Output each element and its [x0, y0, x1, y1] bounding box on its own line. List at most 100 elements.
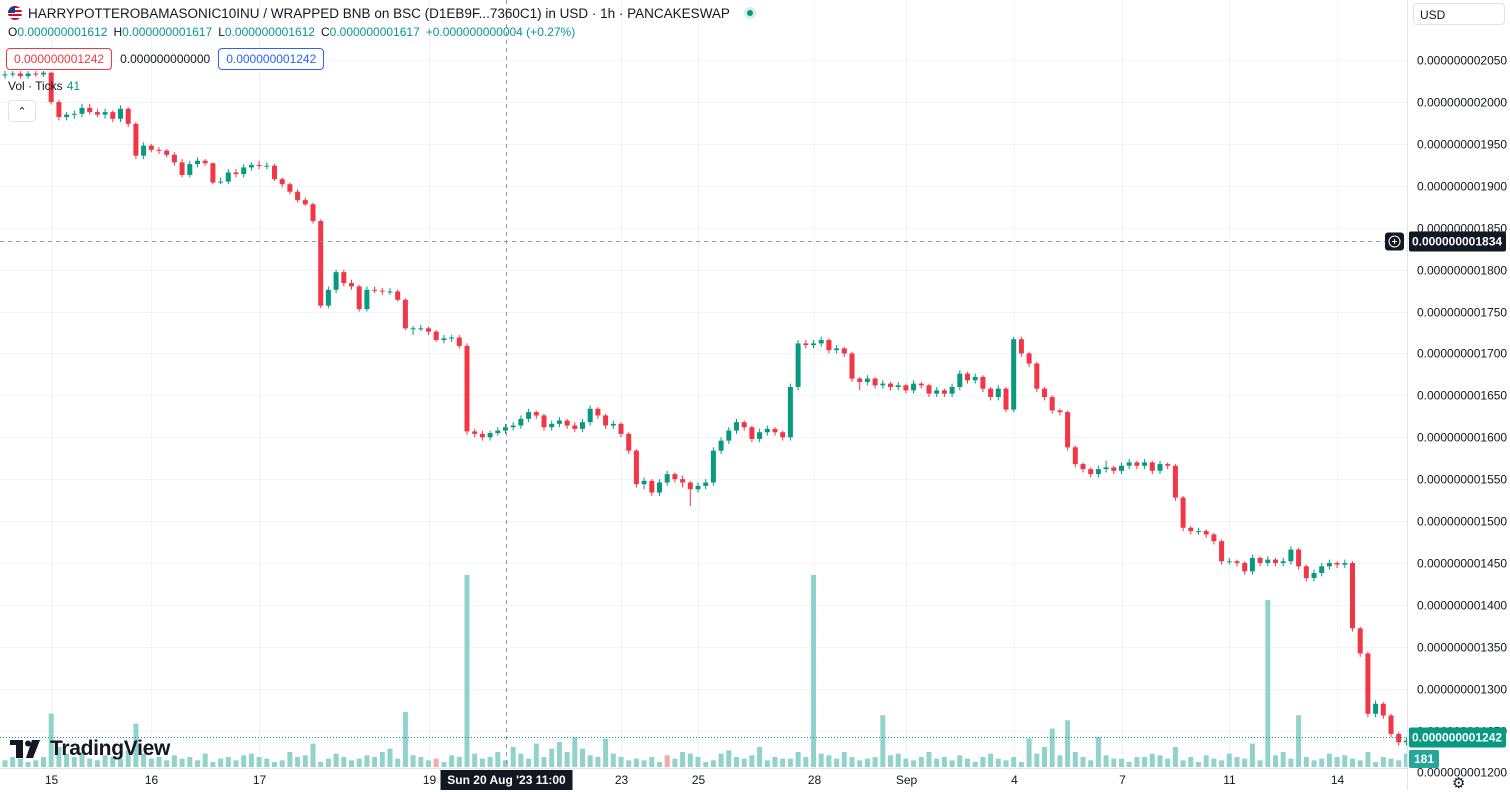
sell-button[interactable]: 0.000000001242 [6, 48, 112, 70]
candle [1081, 462, 1086, 472]
tradingview-logo-icon [10, 740, 44, 758]
volume-bar [672, 759, 677, 767]
tradingview-logo[interactable]: TradingView [10, 737, 170, 761]
candle [234, 169, 239, 177]
candle-body [1227, 561, 1232, 562]
candle-body [264, 166, 269, 167]
candle [903, 384, 908, 394]
volume-bar [788, 759, 793, 767]
candle-body [311, 204, 316, 221]
volume-bar [726, 750, 731, 767]
candle-body [210, 163, 215, 182]
candle [1342, 560, 1347, 568]
candle [865, 375, 870, 385]
candle-body [403, 300, 408, 328]
candle-body [1034, 364, 1039, 389]
candles [3, 71, 1440, 746]
market-status-icon[interactable] [744, 7, 756, 19]
candle-body [634, 451, 639, 485]
low-value: 0.000000001612 [225, 25, 315, 39]
candle-body [896, 385, 901, 387]
candle [1358, 627, 1363, 657]
candle-body [880, 384, 885, 386]
candle [457, 335, 462, 348]
candle-body [711, 451, 716, 483]
candle-body [218, 182, 223, 183]
candle-body [56, 102, 61, 117]
volume-bar [572, 737, 577, 767]
candle-body [64, 115, 69, 118]
volume-bar [1365, 752, 1370, 767]
candle [1188, 526, 1193, 534]
candle-body [1057, 410, 1062, 412]
candle-body [41, 73, 46, 75]
candle-body [418, 328, 423, 329]
volume-bar [542, 757, 547, 767]
candle-body [449, 338, 454, 339]
buy-button[interactable]: 0.000000001242 [218, 48, 324, 70]
candle [726, 427, 731, 444]
candle-body [1335, 563, 1340, 565]
price-tick-label: 0.000000001950 [1417, 138, 1507, 152]
candle [187, 161, 192, 178]
volume-bar [1104, 755, 1109, 767]
candle [110, 110, 115, 122]
open-value: 0.000000001612 [17, 25, 107, 39]
candle [80, 104, 85, 117]
volume-bar [395, 759, 400, 767]
candle [357, 285, 362, 312]
candle-body [1396, 734, 1401, 742]
close-value: 0.000000001617 [330, 25, 420, 39]
volume-bar [357, 759, 362, 767]
volume-value-label: 181 [1414, 752, 1434, 766]
volume-bar [896, 754, 901, 767]
candle-body [1096, 469, 1101, 474]
volume-bar [1081, 757, 1086, 767]
candle-body [703, 483, 708, 486]
symbol-title[interactable]: HARRYPOTTEROBAMASONIC10INU / WRAPPED BNB… [28, 6, 730, 21]
candle-body [603, 415, 608, 425]
time-tick-label: 15 [45, 773, 59, 787]
candle [557, 417, 562, 427]
candle [965, 372, 970, 384]
volume-bar [187, 757, 192, 767]
volume-value: 41 [67, 79, 80, 93]
candle [1396, 732, 1401, 745]
volume-bar [1358, 760, 1363, 767]
candle [665, 471, 670, 486]
candle-body [457, 338, 462, 346]
candle [1150, 461, 1155, 474]
candle-body [133, 124, 138, 156]
candle-body [957, 374, 962, 387]
volume-legend[interactable]: Vol · Ticks 41 [8, 79, 80, 93]
volume-bar [1250, 744, 1255, 767]
candle [418, 325, 423, 331]
volume-bar [411, 755, 416, 767]
candle [195, 157, 200, 167]
candle [495, 427, 500, 435]
currency-select[interactable]: USD [1413, 3, 1505, 25]
time-tick-label: 7 [1119, 773, 1126, 787]
candle-body [33, 74, 38, 75]
candle-body [819, 340, 824, 343]
candle-body [287, 184, 292, 192]
candle-body [765, 429, 770, 432]
candle-body [110, 112, 115, 119]
candle-body [742, 422, 747, 427]
volume-bar [1096, 737, 1101, 767]
volume-bar [1196, 762, 1201, 767]
volume-bar [210, 762, 215, 767]
price-tick-label: 0.000000002000 [1417, 96, 1507, 110]
candle-body [1273, 560, 1278, 563]
candle [403, 298, 408, 330]
chevron-up-icon: ⌃ [17, 105, 26, 118]
candle [742, 421, 747, 431]
collapse-legend-button[interactable]: ⌃ [8, 100, 36, 122]
candle-body [518, 419, 523, 426]
candle-body [234, 172, 239, 174]
candle-body [980, 377, 985, 389]
candle-body [1304, 566, 1309, 578]
candle-body [187, 164, 192, 175]
settings-gear-icon[interactable]: ⚙ [1452, 774, 1465, 792]
